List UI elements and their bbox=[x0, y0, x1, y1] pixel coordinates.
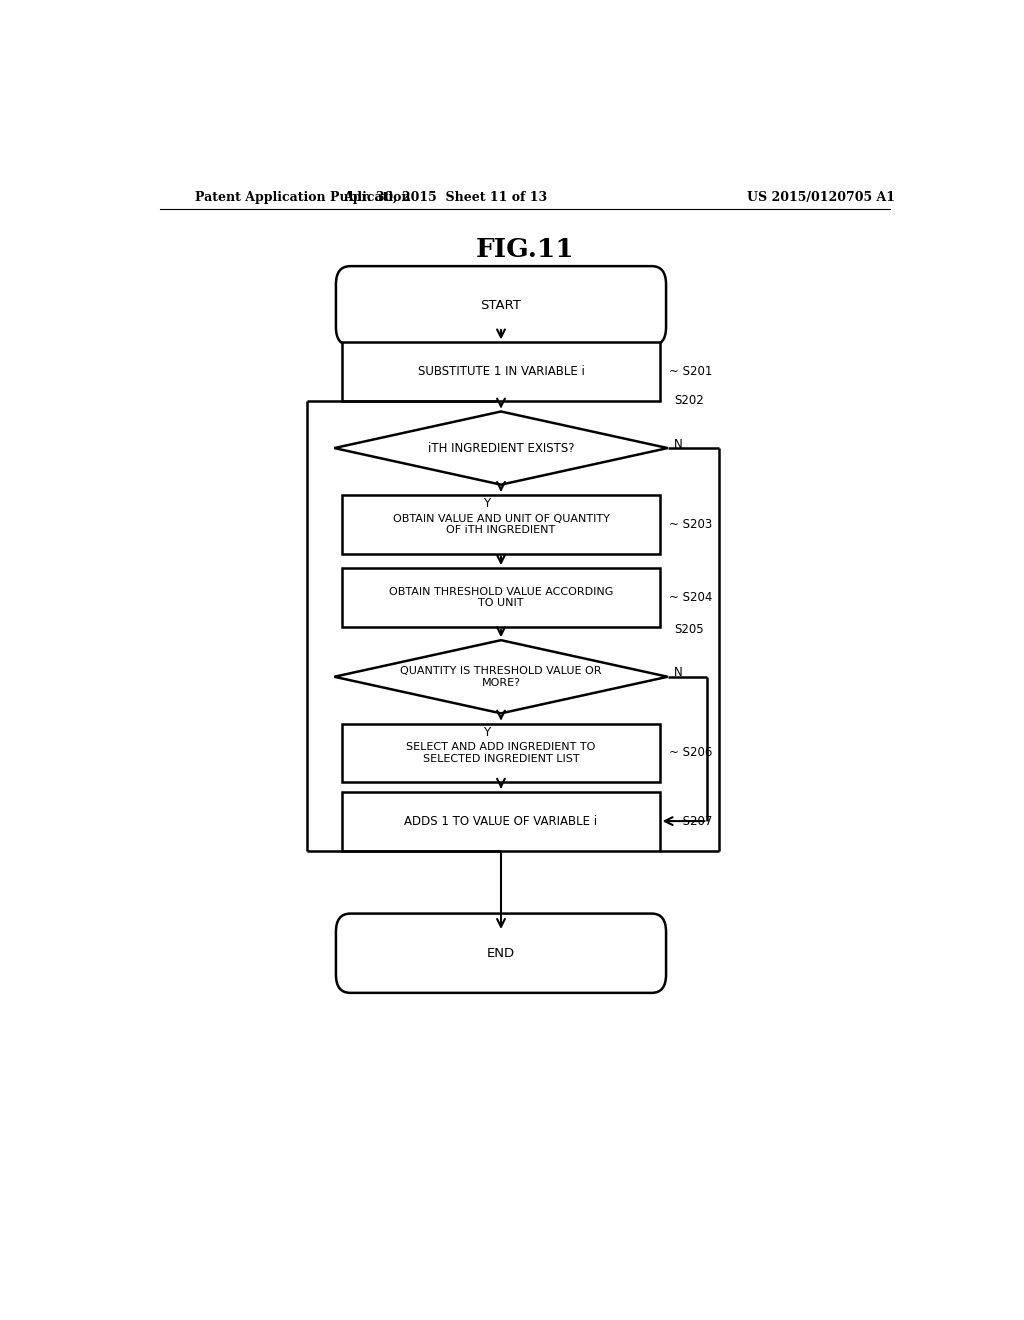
Text: ~ S203: ~ S203 bbox=[670, 517, 713, 531]
Polygon shape bbox=[334, 640, 668, 713]
Bar bbox=[342, 495, 659, 554]
Text: SUBSTITUTE 1 IN VARIABLE i: SUBSTITUTE 1 IN VARIABLE i bbox=[418, 366, 585, 379]
Bar bbox=[342, 792, 659, 850]
Text: FIG.11: FIG.11 bbox=[475, 238, 574, 263]
Text: QUANTITY IS THRESHOLD VALUE OR
MORE?: QUANTITY IS THRESHOLD VALUE OR MORE? bbox=[400, 667, 602, 688]
Text: OBTAIN THRESHOLD VALUE ACCORDING
TO UNIT: OBTAIN THRESHOLD VALUE ACCORDING TO UNIT bbox=[389, 586, 613, 609]
Text: Y: Y bbox=[483, 726, 490, 739]
Text: SELECT AND ADD INGREDIENT TO
SELECTED INGREDIENT LIST: SELECT AND ADD INGREDIENT TO SELECTED IN… bbox=[407, 742, 596, 764]
Text: N: N bbox=[674, 437, 683, 450]
FancyBboxPatch shape bbox=[336, 267, 666, 346]
Text: ADDS 1 TO VALUE OF VARIABLE i: ADDS 1 TO VALUE OF VARIABLE i bbox=[404, 814, 598, 828]
Text: US 2015/0120705 A1: US 2015/0120705 A1 bbox=[748, 190, 895, 203]
Text: Patent Application Publication: Patent Application Publication bbox=[196, 190, 411, 203]
Bar bbox=[342, 568, 659, 627]
Text: S205: S205 bbox=[674, 623, 703, 636]
Text: N: N bbox=[674, 667, 683, 680]
Polygon shape bbox=[334, 412, 668, 484]
Text: END: END bbox=[487, 946, 515, 960]
Text: Y: Y bbox=[483, 496, 490, 510]
Text: ~ S207: ~ S207 bbox=[670, 814, 713, 828]
Bar bbox=[342, 342, 659, 401]
Text: ~ S206: ~ S206 bbox=[670, 747, 713, 759]
Text: ~ S204: ~ S204 bbox=[670, 591, 713, 605]
Text: ~ S201: ~ S201 bbox=[670, 366, 713, 379]
Bar bbox=[342, 723, 659, 783]
FancyBboxPatch shape bbox=[336, 913, 666, 993]
Text: START: START bbox=[480, 300, 521, 313]
Text: S202: S202 bbox=[674, 395, 703, 408]
Text: Apr. 30, 2015  Sheet 11 of 13: Apr. 30, 2015 Sheet 11 of 13 bbox=[343, 190, 548, 203]
Text: iTH INGREDIENT EXISTS?: iTH INGREDIENT EXISTS? bbox=[428, 442, 574, 454]
Text: OBTAIN VALUE AND UNIT OF QUANTITY
OF iTH INGREDIENT: OBTAIN VALUE AND UNIT OF QUANTITY OF iTH… bbox=[392, 513, 609, 535]
